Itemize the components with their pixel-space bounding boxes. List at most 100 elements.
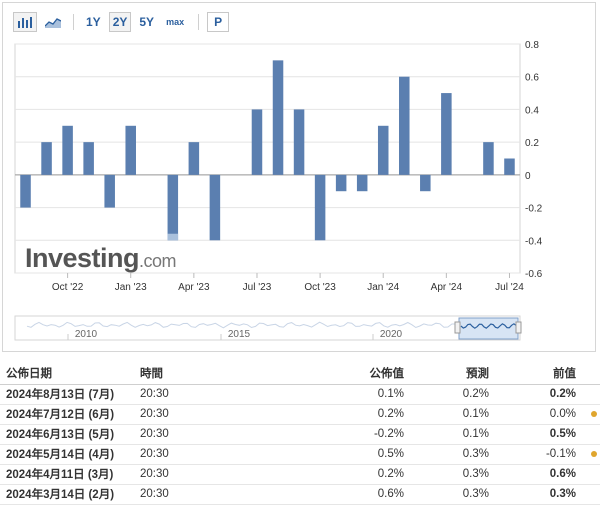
- navigator-selected-line: [460, 323, 517, 329]
- y-tick-label: -0.2: [525, 204, 543, 215]
- y-tick-label: 0.8: [525, 40, 539, 51]
- release-time-cell: 20:30: [140, 444, 352, 465]
- x-tick-label: Oct '23: [304, 282, 336, 293]
- x-tick-label: Apr '24: [431, 282, 463, 293]
- y-tick-label: 0.6: [525, 73, 539, 84]
- toolbar-divider: [198, 14, 200, 30]
- table-row: 2024年6月13日 (5月) 20:30 -0.2% 0.1% 0.5%: [0, 424, 600, 445]
- table-row: 2024年4月11日 (3月) 20:30 0.2% 0.3% 0.6%: [0, 464, 600, 485]
- p-button[interactable]: P: [207, 12, 230, 32]
- bar: [41, 142, 52, 175]
- bar-chart-icon: [18, 17, 32, 28]
- previous-value-cell: 0.5%: [495, 424, 582, 445]
- x-tick-label: Oct '22: [52, 282, 84, 293]
- release-time-cell: 20:30: [140, 404, 352, 425]
- bar: [420, 174, 431, 192]
- toolbar-divider: [73, 14, 74, 30]
- release-time-cell: 20:30: [140, 484, 352, 505]
- range-5y-button[interactable]: 5Y: [139, 15, 155, 29]
- chart-panel: 1Y 2Y 5Y max P Investing.com: [2, 2, 596, 352]
- bar: [314, 174, 326, 241]
- actual-value-cell: 0.2%: [352, 464, 410, 485]
- x-tick-label: Jul '23: [243, 282, 272, 293]
- navigator-year-label: 2020: [380, 329, 403, 340]
- y-tick-label: 0: [525, 171, 531, 182]
- table-row: 2024年7月12日 (6月) 20:30 0.2% 0.1% 0.0%: [0, 404, 600, 425]
- range-2y-button[interactable]: 2Y: [108, 12, 132, 32]
- bar: [483, 142, 494, 175]
- y-tick-label: -0.6: [525, 269, 543, 280]
- bar: [272, 60, 284, 175]
- x-tick-label: Jan '24: [367, 282, 399, 293]
- release-time-cell: 20:30: [140, 424, 352, 445]
- bar-chart-button[interactable]: [13, 12, 37, 32]
- area-chart-icon: [45, 18, 61, 28]
- forecast-value-cell: 0.3%: [410, 464, 495, 485]
- bar: [104, 174, 115, 208]
- area-chart-button[interactable]: [41, 12, 65, 32]
- table-row: 2024年8月13日 (7月) 20:30 0.1% 0.2% 0.2%: [0, 384, 600, 405]
- bar: [125, 125, 136, 175]
- actual-value-cell: 0.2%: [352, 404, 410, 425]
- actual-value-cell: 0.6%: [352, 484, 410, 505]
- bar: [167, 174, 179, 241]
- y-tick-label: 0.4: [525, 105, 539, 116]
- revision-marker-cell: [582, 444, 600, 465]
- col-header-actual: 公佈值: [352, 362, 410, 385]
- navigator-selection: [458, 317, 519, 340]
- forecast-value-cell: 0.3%: [410, 484, 495, 505]
- y-tick-label: 0.2: [525, 138, 539, 149]
- revision-marker-cell: [582, 424, 600, 445]
- revision-dot-icon[interactable]: [591, 451, 597, 457]
- forecast-value-cell: 0.2%: [410, 384, 495, 405]
- forecast-bar: [167, 233, 179, 241]
- bar: [356, 174, 368, 192]
- revision-marker-cell: [582, 464, 600, 485]
- bar: [399, 76, 410, 175]
- previous-value-cell: 0.2%: [495, 384, 582, 405]
- investing-logo: Investing.com: [25, 243, 177, 274]
- bar: [335, 174, 347, 192]
- col-header-date: 公佈日期: [0, 362, 140, 385]
- history-table: 公佈日期 時間 公佈值 預測 前值 2024年8月13日 (7月) 20:30 0.…: [0, 362, 600, 505]
- col-header-forecast: 預測: [410, 362, 495, 385]
- revision-dot-icon[interactable]: [591, 411, 597, 417]
- range-1y-button[interactable]: 1Y: [86, 15, 101, 29]
- col-header-time: 時間: [140, 362, 352, 385]
- navigator-strip: [14, 315, 521, 341]
- release-date-cell: 2024年4月11日 (3月): [0, 464, 140, 485]
- bar: [441, 93, 452, 175]
- release-date-cell: 2024年3月14日 (2月): [0, 484, 140, 505]
- x-tick-label: Jan '23: [115, 282, 147, 293]
- table-row: 2024年5月14日 (4月) 20:30 0.5% 0.3% -0.1%: [0, 444, 600, 465]
- bar: [83, 142, 94, 175]
- previous-value-cell: 0.6%: [495, 464, 582, 485]
- bar: [209, 174, 221, 241]
- bar-chart: 0.8 0.6 0.4 0.2 0 -0.2 -0.4 -0.6 Oct '22 Jan '23 A…: [14, 40, 543, 341]
- bar: [20, 174, 31, 208]
- navigator-line: [26, 321, 509, 329]
- table-header-row: 公佈日期 時間 公佈值 預測 前值: [0, 362, 600, 385]
- range-max-button[interactable]: max: [166, 17, 185, 27]
- y-tick-label: -0.4: [525, 236, 543, 247]
- x-tick-label: Apr '23: [178, 282, 210, 293]
- release-date-cell: 2024年6月13日 (5月): [0, 424, 140, 445]
- previous-value-cell: 0.3%: [495, 484, 582, 505]
- previous-value-cell: -0.1%: [495, 444, 582, 465]
- revision-marker-cell: [582, 384, 600, 405]
- bar: [293, 109, 305, 175]
- release-date-cell: 2024年8月13日 (7月): [0, 384, 140, 405]
- navigator-year-label: 2015: [228, 329, 251, 340]
- bar: [377, 125, 389, 175]
- revision-marker-cell: [582, 484, 600, 505]
- col-header-previous: 前值: [495, 362, 582, 385]
- release-date-cell: 2024年5月14日 (4月): [0, 444, 140, 465]
- chart-toolbar: 1Y 2Y 5Y max P: [13, 11, 233, 33]
- navigator-right-handle: [515, 321, 522, 334]
- forecast-value-cell: 0.1%: [410, 404, 495, 425]
- actual-value-cell: 0.1%: [352, 384, 410, 405]
- bar: [62, 125, 73, 175]
- x-tick-label: Jul '24: [495, 282, 524, 293]
- actual-value-cell: 0.5%: [352, 444, 410, 465]
- table-row: 2024年3月14日 (2月) 20:30 0.6% 0.3% 0.3%: [0, 484, 600, 505]
